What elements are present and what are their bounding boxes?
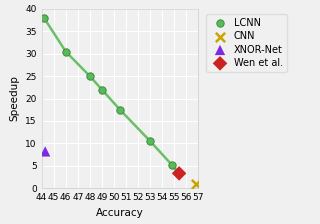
- LCNN: [117, 108, 123, 112]
- LCNN: [42, 16, 47, 20]
- LCNN: [87, 74, 92, 78]
- Legend: LCNN, CNN, XNOR-Net, Wen et al.: LCNN, CNN, XNOR-Net, Wen et al.: [206, 14, 287, 72]
- LCNN: [63, 50, 68, 53]
- X-axis label: Accuracy: Accuracy: [96, 208, 144, 218]
- LCNN: [99, 88, 104, 91]
- LCNN: [169, 163, 174, 167]
- LCNN: [175, 171, 180, 174]
- Wen et al.: [177, 172, 182, 175]
- LCNN: [148, 139, 153, 143]
- Y-axis label: Speedup: Speedup: [10, 76, 20, 121]
- XNOR-Net: [43, 150, 48, 153]
- CNN: [193, 182, 198, 185]
